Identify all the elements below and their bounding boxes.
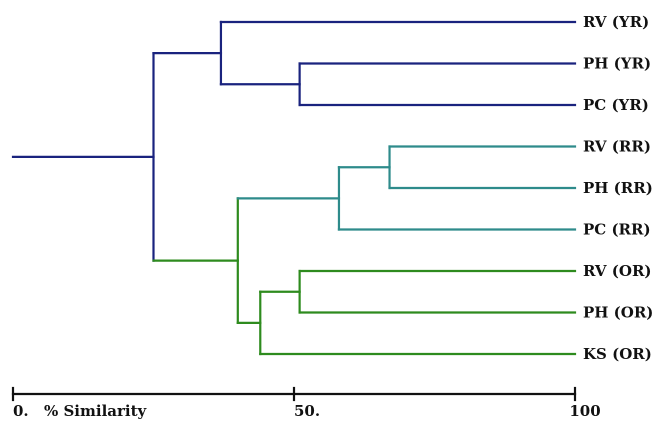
leaf-label: PH (OR) xyxy=(583,304,653,322)
axis-tick-label: 50. xyxy=(294,402,320,420)
leaf-label: RV (OR) xyxy=(583,262,652,280)
axis-tick-label: 100 xyxy=(569,402,600,420)
leaf-label: RV (RR) xyxy=(583,138,651,156)
leaf-label: PH (YR) xyxy=(583,55,651,73)
leaf-label: RV (YR) xyxy=(583,13,649,31)
leaf-label: PH (RR) xyxy=(583,179,653,197)
axis-tick-label: 0. xyxy=(13,402,29,420)
axis-title: % Similarity xyxy=(44,402,148,420)
leaf-label: KS (OR) xyxy=(583,345,652,363)
leaf-label: PC (RR) xyxy=(583,221,651,239)
leaf-label: PC (YR) xyxy=(583,96,649,114)
